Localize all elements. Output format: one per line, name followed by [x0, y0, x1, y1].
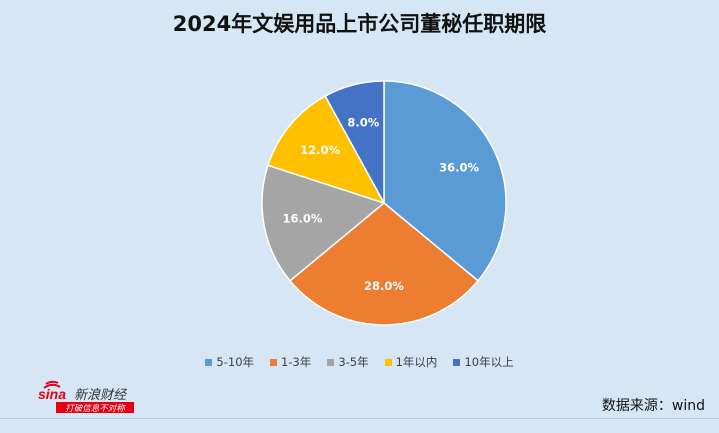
legend-item-under-1[interactable]: 1年以内	[384, 354, 438, 370]
pie-slice-2[interactable]	[261, 164, 386, 282]
pie-slice-3[interactable]	[267, 95, 386, 205]
data-label-1: 28.0%	[364, 279, 404, 293]
data-label-2: 16.0%	[283, 212, 323, 226]
legend-swatch	[453, 358, 461, 366]
legend-label: 5-10年	[216, 355, 255, 369]
data-label-4: 8.0%	[347, 116, 379, 130]
legend-swatch	[205, 358, 213, 366]
legend-label: 1-3年	[281, 355, 312, 369]
legend-label: 10年以上	[464, 355, 514, 369]
sina-eye-icon	[43, 380, 61, 389]
pie-slice-0[interactable]	[383, 80, 507, 282]
legend-item-5-10[interactable]: 5-10年	[205, 354, 254, 370]
legend-label: 3-5年	[338, 355, 369, 369]
legend-item-1-3[interactable]: 1-3年	[270, 354, 311, 370]
legend-swatch	[270, 358, 278, 366]
pie-slice-1[interactable]	[288, 202, 480, 326]
data-label-0: 36.0%	[439, 161, 479, 175]
data-label-3: 12.0%	[300, 143, 340, 157]
svg-text:sina: sina	[38, 386, 66, 402]
svg-text:打破信息不对称: 打破信息不对称	[65, 403, 126, 414]
sina-finance-logo: sina 新浪财经 打破信息不对称	[38, 380, 134, 414]
chart-title: 2024年文娱用品上市公司董秘任职期限	[172, 12, 547, 36]
legend-label: 1年以内	[395, 355, 438, 369]
data-source: 数据来源：wind	[601, 398, 705, 414]
svg-text:新浪财经: 新浪财经	[74, 387, 128, 403]
legend-swatch	[384, 358, 392, 366]
legend-swatch	[327, 358, 335, 366]
divider	[0, 418, 719, 419]
pie-slice-4[interactable]	[324, 80, 385, 204]
chart-legend: 5-10年 1-3年 3-5年 1年以内 10年以上	[0, 354, 719, 370]
pie-chart: 36.0% 28.0% 16.0% 12.0% 8.0%	[261, 80, 507, 326]
legend-item-over-10[interactable]: 10年以上	[453, 354, 514, 370]
legend-item-3-5[interactable]: 3-5年	[327, 354, 369, 370]
